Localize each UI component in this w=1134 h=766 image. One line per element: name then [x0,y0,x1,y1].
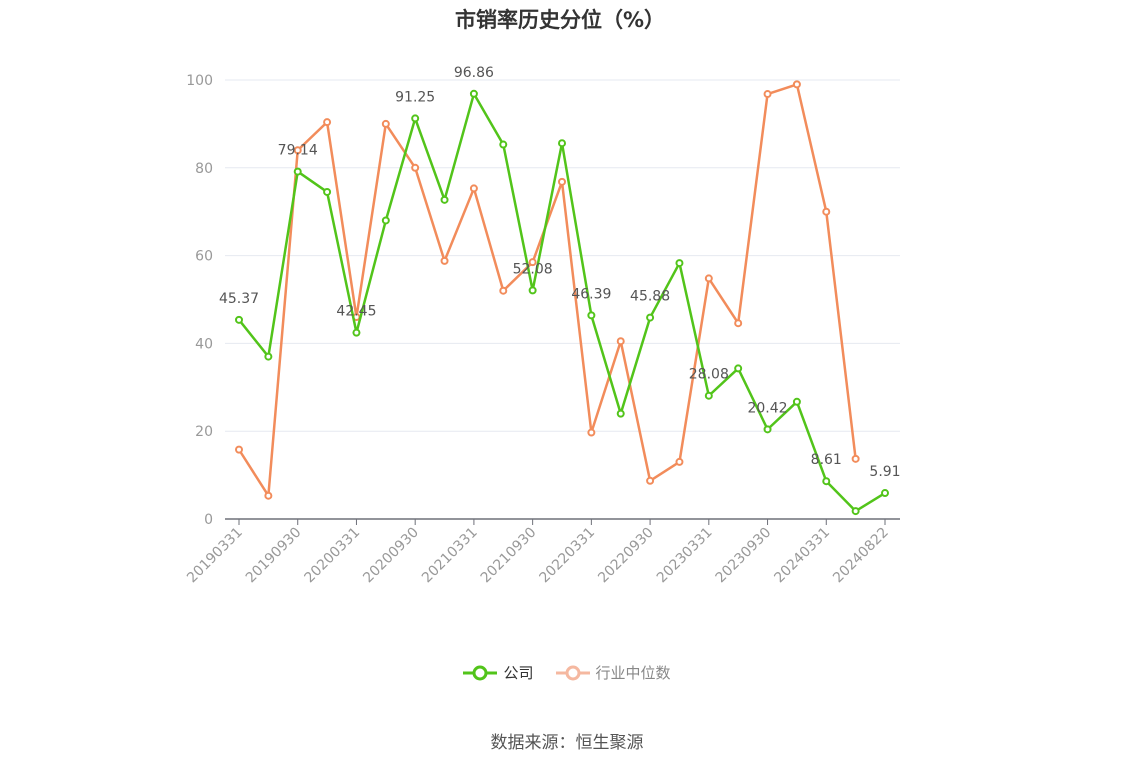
data-point-company[interactable] [440,195,449,204]
y-tick-label: 40 [195,336,213,352]
data-point-company[interactable] [763,425,772,434]
series-lines [235,80,889,516]
data-point-industry-median[interactable] [381,119,390,128]
data-point-company[interactable] [792,397,801,406]
data-point-industry-median[interactable] [587,428,596,437]
data-point-company[interactable] [587,311,596,320]
x-tick-label: 20240331 [771,525,833,587]
x-tick-label: 20220930 [595,525,657,587]
data-point-industry-median[interactable] [499,286,508,295]
y-tick-label: 0 [204,512,213,528]
data-point-industry-median[interactable] [323,118,332,127]
data-point-industry-median[interactable] [822,207,831,216]
x-tick-label: 20210930 [478,525,540,587]
x-axis: 2019033120190930202003312020093020210331… [184,518,900,587]
data-point-industry-median[interactable] [646,476,655,485]
x-tick-label: 20200930 [360,525,422,587]
x-tick-label: 20190930 [243,525,305,587]
legend-label-company: 公司 [503,664,534,682]
chart-title: 市销率历史分位（%） [454,8,666,32]
data-point-company[interactable] [616,409,625,418]
data-point-company[interactable] [646,313,655,322]
data-point-industry-median[interactable] [411,163,420,172]
data-point-industry-median[interactable] [704,274,713,283]
data-point-company[interactable] [381,216,390,225]
y-tick-label: 80 [195,161,213,177]
data-point-company[interactable] [469,89,478,98]
x-tick-label: 20210331 [419,525,481,587]
y-tick-label: 20 [195,424,213,440]
data-point-company[interactable] [558,139,566,148]
x-tick-label: 20230331 [654,525,716,587]
data-point-industry-median[interactable] [792,80,801,89]
data-point-industry-median[interactable] [528,258,537,267]
data-point-industry-median[interactable] [763,90,772,99]
x-tick-label: 20240822 [830,525,892,587]
x-tick-label: 20230930 [713,525,775,587]
data-point-industry-median[interactable] [616,337,625,346]
data-point-industry-median[interactable] [235,445,243,454]
data-source: 数据来源：恒生聚源 [490,733,644,753]
grid-lines [225,79,900,432]
data-point-industry-median[interactable] [264,491,273,500]
legend-item-industry-median[interactable]: 行业中位数 [555,662,671,683]
data-point-industry-median[interactable] [675,457,684,466]
data-point-industry-median[interactable] [440,256,449,265]
data-point-industry-median[interactable] [293,146,302,155]
data-point-company[interactable] [704,391,713,400]
x-tick-label: 20220331 [536,525,598,587]
data-label: 28.08 [689,367,729,383]
data-label: 5.91 [869,464,900,480]
data-point-company[interactable] [235,315,243,324]
data-point-company[interactable] [528,286,537,295]
legend-item-company[interactable]: 公司 [463,662,534,683]
data-point-company[interactable] [411,114,420,123]
data-point-company[interactable] [851,507,860,516]
data-label: 96.86 [454,65,494,81]
y-tick-label: 60 [195,249,213,265]
legend-marker-company-icon [463,665,498,680]
legend: 公司 行业中位数 [0,662,1134,683]
data-point-company[interactable] [734,364,743,373]
data-label: 8.61 [811,452,842,468]
data-point-industry-median[interactable] [558,177,566,186]
x-tick-label: 20200331 [302,525,364,587]
data-point-company[interactable] [352,328,361,337]
data-label: 45.37 [219,291,259,307]
data-label: 20.42 [747,400,787,416]
legend-label-industry-median: 行业中位数 [595,664,671,682]
series-line-company [238,92,886,513]
data-point-industry-median[interactable] [469,184,478,193]
x-tick-label: 20190331 [184,525,246,587]
data-label: 42.45 [336,304,376,320]
data-label: 52.08 [513,261,553,277]
data-label: 45.88 [630,289,670,305]
series-line-industry-median [237,83,857,497]
data-point-industry-median[interactable] [851,454,860,463]
data-point-industry-median[interactable] [734,319,743,328]
data-labels: 45.37 79.14 42.45 91.25 96.86 52.08 46.39 45.88… [219,65,901,480]
data-label: 91.25 [395,89,435,105]
data-point-company[interactable] [293,167,302,176]
y-tick-label: 100 [186,73,213,89]
y-axis: 0 20 40 60 80 100 [186,73,213,528]
data-point-company[interactable] [499,140,508,149]
data-point-company[interactable] [323,187,332,196]
data-label: 46.39 [571,286,611,302]
data-point-company[interactable] [881,489,889,498]
data-label: 79.14 [278,143,318,159]
data-point-company[interactable] [822,477,831,486]
data-point-company[interactable] [675,259,684,268]
legend-marker-industry-icon [555,665,590,680]
data-point-company[interactable] [264,352,273,361]
